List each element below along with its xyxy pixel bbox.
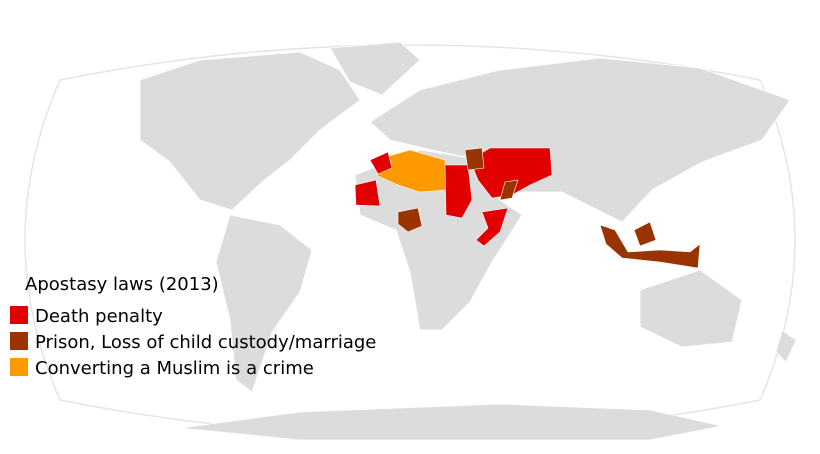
legend-label: Prison, Loss of child custody/marriage <box>35 332 376 353</box>
law-regions <box>354 147 701 269</box>
new-zealand <box>775 329 797 363</box>
legend-label: Death penalty <box>35 306 163 327</box>
region-prison <box>599 224 701 269</box>
region-prison <box>397 207 423 233</box>
legend-swatch <box>10 332 28 350</box>
legend: Apostasy laws (2013) Death penalty Priso… <box>10 274 376 379</box>
greenland <box>329 41 421 96</box>
region-converting-crime <box>374 149 447 193</box>
region-death-penalty <box>444 164 473 219</box>
legend-swatch <box>10 306 28 324</box>
region-prison <box>464 147 485 171</box>
legend-title: Apostasy laws (2013) <box>25 274 219 295</box>
region-prison <box>499 179 519 201</box>
eurasia <box>369 57 791 223</box>
region-death-penalty <box>469 147 553 199</box>
region-prison <box>633 221 657 247</box>
region-death-penalty <box>369 151 393 175</box>
region-death-penalty <box>475 207 509 247</box>
australia <box>639 269 743 348</box>
region-death-penalty <box>354 179 381 207</box>
north-america <box>139 51 361 211</box>
legend-swatch <box>10 358 28 376</box>
south-america <box>215 214 313 393</box>
legend-label: Converting a Muslim is a crime <box>35 358 314 379</box>
antarctica <box>179 403 723 441</box>
landmasses <box>139 41 797 441</box>
